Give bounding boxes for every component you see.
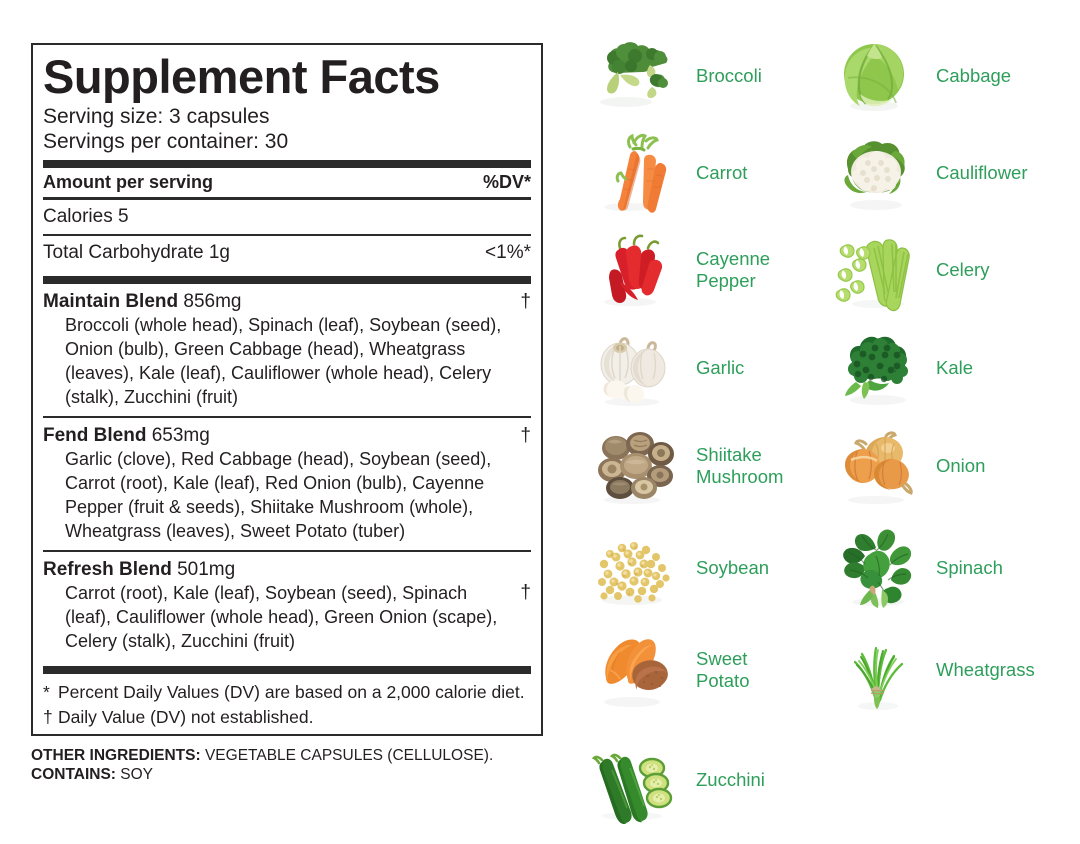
contains-label: CONTAINS: xyxy=(31,766,116,783)
divider-thick-3 xyxy=(43,666,531,674)
amount-header-label: Amount per serving xyxy=(43,172,214,192)
divider-thick-2 xyxy=(43,276,531,284)
nutrient-row-total-carbohydrate: Total Carbohydrate 1g <1%* xyxy=(43,236,531,270)
produce-label: Celery xyxy=(936,259,990,280)
soybean-icon xyxy=(590,524,686,612)
facts-box: Supplement Facts Serving size: 3 capsule… xyxy=(31,43,543,736)
divider-med-1 xyxy=(43,197,531,200)
shiitake-mushroom-icon xyxy=(590,422,686,510)
produce-label: Onion xyxy=(936,455,986,476)
serving-size: Serving size: 3 capsules xyxy=(43,105,270,128)
produce-item-celery: Celery xyxy=(830,226,989,314)
blend-dv: † xyxy=(520,291,531,312)
other-ingredients-value: VEGETABLE CAPSULES (CELLULOSE). xyxy=(204,747,494,764)
footnote-mark: † xyxy=(43,707,53,727)
broccoli-icon xyxy=(590,32,686,120)
nutrient-name: Calories 5 xyxy=(43,206,129,227)
produce-item-cayenne-pepper: Cayenne Pepper xyxy=(590,226,770,314)
nutrient-row-calories: Calories 5 xyxy=(43,200,531,234)
wheatgrass-icon xyxy=(830,626,926,714)
contains-value: SOY xyxy=(120,766,154,783)
footnote-dv-not-established: † Daily Value (DV) not established. xyxy=(43,706,531,731)
produce-item-shiitake-mushroom: Shiitake Mushroom xyxy=(590,422,783,510)
amount-per-serving-header: Amount per serving %DV* xyxy=(43,168,531,197)
nutrient-dv: <1%* xyxy=(485,242,531,263)
celery-icon xyxy=(830,226,926,314)
footnote-text: Percent Daily Values (DV) are based on a… xyxy=(58,682,525,702)
divider-thin-2 xyxy=(43,416,531,418)
blend-fend: Fend Blend 653mg † Garlic (clove), Red C… xyxy=(43,418,531,550)
other-ingredients-label: OTHER INGREDIENTS: xyxy=(31,747,201,764)
blend-dv: † xyxy=(520,425,531,446)
dv-header-label: %DV* xyxy=(482,172,531,192)
blend-amount: 856mg xyxy=(183,291,242,312)
page-title: Supplement Facts xyxy=(43,50,440,103)
produce-label: Carrot xyxy=(696,162,748,183)
produce-item-cabbage: Cabbage xyxy=(830,32,1011,120)
divider-thin-1 xyxy=(43,234,531,236)
produce-item-cauliflower: Cauliflower xyxy=(830,129,1028,217)
blend-ingredients: Broccoli (whole head), Spinach (leaf), S… xyxy=(65,315,502,407)
cayenne-pepper-icon xyxy=(590,226,686,314)
produce-item-garlic: Garlic xyxy=(590,324,744,412)
divider-thick-top xyxy=(43,160,531,168)
cabbage-icon xyxy=(830,32,926,120)
produce-label: Wheatgrass xyxy=(936,659,1035,680)
garlic-icon xyxy=(590,324,686,412)
produce-item-wheatgrass: Wheatgrass xyxy=(830,626,1035,714)
produce-label: Sweet Potato xyxy=(696,648,750,691)
produce-label: Cayenne Pepper xyxy=(696,248,771,291)
other-ingredients-block: OTHER INGREDIENTS: VEGETABLE CAPSULES (C… xyxy=(31,746,551,784)
blend-name: Maintain Blend xyxy=(43,291,179,312)
blend-amount: 501mg xyxy=(177,559,236,580)
blend-ingredients: Carrot (root), Kale (leaf), Soybean (see… xyxy=(65,583,498,651)
footnote-text: Daily Value (DV) not established. xyxy=(58,707,314,727)
servings-per-container: Servings per container: 30 xyxy=(43,130,289,153)
cauliflower-icon xyxy=(830,129,926,217)
carrot-icon xyxy=(590,129,686,217)
zucchini-icon xyxy=(590,736,686,824)
blend-header: Maintain Blend 856mg † xyxy=(43,290,531,313)
kale-icon xyxy=(830,324,926,412)
produce-item-onion: Onion xyxy=(830,422,985,510)
blend-maintain: Maintain Blend 856mg † Broccoli (whole h… xyxy=(43,284,531,416)
blend-header: Fend Blend 653mg † xyxy=(43,424,531,447)
nutrient-name: Total Carbohydrate 1g xyxy=(43,242,230,263)
produce-item-zucchini: Zucchini xyxy=(590,736,765,824)
produce-label: Kale xyxy=(936,357,974,378)
other-ingredients-line: OTHER INGREDIENTS: VEGETABLE CAPSULES (C… xyxy=(31,746,551,765)
produce-item-spinach: Spinach xyxy=(830,524,1003,612)
blend-amount: 653mg xyxy=(151,425,210,446)
produce-item-sweet-potato: Sweet Potato xyxy=(590,626,750,714)
produce-gallery: Broccoli Cabbage xyxy=(590,24,1080,834)
produce-label: Zucchini xyxy=(696,769,765,790)
produce-label: Garlic xyxy=(696,357,745,378)
produce-label: Cauliflower xyxy=(936,162,1028,183)
produce-item-broccoli: Broccoli xyxy=(590,32,762,120)
produce-item-kale: Kale xyxy=(830,324,973,412)
blend-name: Refresh Blend xyxy=(43,559,172,580)
produce-item-soybean: Soybean xyxy=(590,524,769,612)
footnotes: * Percent Daily Values (DV) are based on… xyxy=(43,674,531,734)
footnote-mark: * xyxy=(43,682,50,702)
supplement-facts-panel: Supplement Facts Serving size: 3 capsule… xyxy=(31,43,543,784)
divider-thin-3 xyxy=(43,550,531,552)
sweet-potato-icon xyxy=(590,626,686,714)
produce-label: Broccoli xyxy=(696,65,762,86)
produce-item-carrot: Carrot xyxy=(590,129,747,217)
spinach-icon xyxy=(830,524,926,612)
contains-line: CONTAINS: SOY xyxy=(31,765,551,784)
onion-icon xyxy=(830,422,926,510)
footnote-dv-basis: * Percent Daily Values (DV) are based on… xyxy=(43,681,531,706)
produce-label: Soybean xyxy=(696,557,770,578)
blend-header: Refresh Blend 501mg xyxy=(43,558,531,581)
blend-dv: † xyxy=(520,582,531,603)
blend-ingredients: Garlic (clove), Red Cabbage (head), Soyb… xyxy=(65,449,492,541)
blend-name: Fend Blend xyxy=(43,425,147,446)
blend-refresh: Refresh Blend 501mg Carrot (root), Kale … xyxy=(43,552,531,660)
produce-label: Shiitake Mushroom xyxy=(696,444,784,487)
produce-label: Cabbage xyxy=(936,65,1012,86)
produce-label: Spinach xyxy=(936,557,1003,578)
